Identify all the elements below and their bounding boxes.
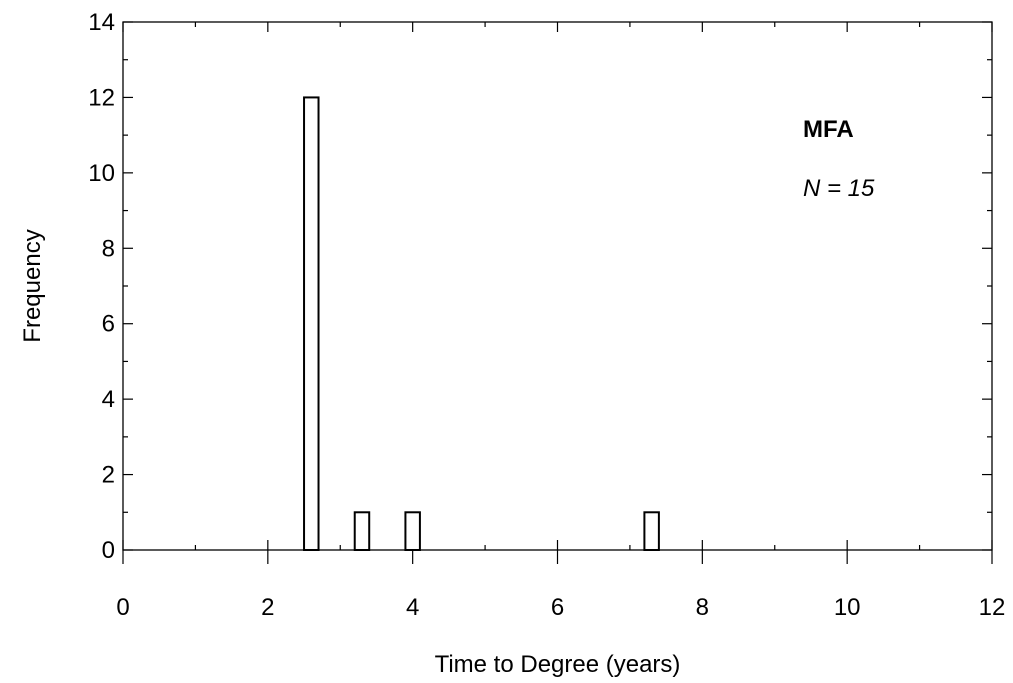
y-tick-label: 12 (88, 84, 115, 111)
y-tick-label: 4 (102, 386, 115, 413)
histogram-bar (303, 96, 320, 552)
y-tick-label: 0 (102, 537, 115, 564)
x-axis-title: Time to Degree (years) (435, 651, 681, 678)
x-tick-label: 8 (696, 594, 709, 621)
y-tick-label: 2 (102, 462, 115, 489)
histogram-bar (643, 511, 660, 551)
sample-size-label: N = 15 (803, 175, 875, 202)
plot-frame (122, 21, 993, 551)
x-tick-label: 10 (834, 594, 861, 621)
histogram-bars (303, 96, 660, 552)
x-tick-label: 2 (261, 594, 274, 621)
x-tick-label: 6 (551, 594, 564, 621)
y-tick-label: 14 (88, 9, 115, 36)
histogram-bar (353, 511, 371, 551)
y-axis-title: Frequency (19, 229, 46, 342)
y-tick-label: 6 (102, 311, 115, 338)
group-label: MFA (803, 116, 854, 143)
y-tick-label: 10 (88, 160, 115, 187)
plot-border (122, 21, 993, 551)
x-tick-label: 0 (116, 594, 129, 621)
y-tick-label: 8 (102, 235, 115, 262)
x-tick-label: 12 (979, 594, 1006, 621)
x-tick-label: 4 (406, 594, 419, 621)
histogram-bar (404, 511, 421, 551)
x-axis-ticks: 0 2 4 6 8 10 12 (116, 22, 1005, 621)
y-axis-ticks: 0 2 4 6 8 10 12 14 (88, 9, 992, 564)
